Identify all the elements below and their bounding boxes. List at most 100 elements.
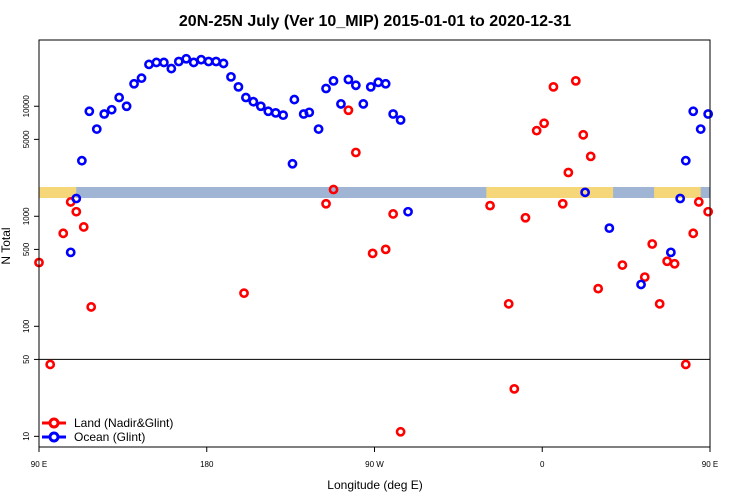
x-tick-label: 90 E (702, 460, 718, 469)
ocean-data-point (675, 193, 686, 204)
ocean-data-point (158, 57, 169, 68)
ocean-data-point (365, 81, 376, 92)
ocean-data-point (395, 115, 406, 125)
ocean-data-point (336, 99, 346, 109)
ocean-data-point (65, 247, 76, 258)
land-data-point (647, 239, 658, 249)
y-tick-label: 50 (22, 354, 31, 363)
legend-entry-ocean: Ocean (Glint) (42, 430, 145, 444)
land-data-point (239, 288, 249, 299)
map-ocean-band (39, 187, 710, 198)
y-tick-label: 10 (22, 431, 31, 440)
legend-entry-land: Land (Nadir&Glint) (42, 416, 173, 430)
land-data-point (350, 147, 361, 158)
ocean-data-point (604, 223, 615, 234)
land-data-point (509, 383, 520, 394)
land-data-point (570, 75, 581, 86)
ocean-data-point (121, 101, 132, 112)
ocean-data-point (321, 83, 331, 94)
x-tick-label: 90 E (31, 460, 47, 469)
ocean-data-point (313, 124, 324, 134)
land-data-point (703, 206, 714, 217)
land-data-point (343, 105, 354, 116)
ocean-data-point (106, 104, 117, 115)
ocean-data-point (226, 71, 236, 82)
land-data-point (563, 167, 574, 178)
land-data-point (86, 302, 97, 312)
land-data-point (654, 298, 665, 309)
land-data-point (78, 222, 89, 232)
land-data-point (321, 198, 331, 209)
land-data-point (395, 426, 406, 437)
land-data-point (503, 298, 514, 309)
land-data-point (578, 129, 589, 140)
ocean-data-point (278, 110, 289, 121)
chart-title: 20N-25N July (Ver 10_MIP) 2015-01-01 to … (179, 13, 571, 30)
ocean-data-point (84, 106, 95, 117)
y-axis-label: N Total (0, 227, 13, 264)
ocean-data-point (665, 247, 676, 258)
ocean-data-point (181, 53, 192, 64)
land-data-point (485, 200, 495, 211)
land-data-point (328, 184, 339, 195)
land-data-point (639, 272, 650, 283)
map-land-patch (39, 187, 77, 198)
land-data-point (669, 258, 680, 269)
ocean-data-point (328, 75, 339, 86)
ocean-data-point (358, 99, 369, 109)
land-data-point (58, 228, 69, 239)
ocean-data-point (580, 187, 591, 198)
land-data-point (539, 118, 550, 129)
land-data-point (688, 228, 699, 239)
land-data-point (548, 81, 559, 92)
land-data-point (520, 212, 531, 223)
x-tick-label: 180 (200, 460, 214, 469)
legend-swatch-marker-land (48, 417, 60, 429)
x-tick-label: 90 W (365, 460, 384, 469)
ocean-data-point (703, 109, 714, 119)
ocean-data-point (76, 155, 87, 166)
ocean-data-point (289, 94, 300, 105)
land-data-point (388, 209, 399, 219)
ocean-data-point (71, 193, 82, 204)
ocean-data-point (695, 124, 706, 134)
land-data-point (617, 260, 628, 270)
land-data-point (593, 283, 604, 294)
map-land-patch (486, 187, 614, 198)
ocean-data-point (129, 78, 139, 89)
map-land-patch (654, 187, 701, 198)
ocean-data-point (403, 206, 413, 217)
plot-frame (38, 39, 711, 448)
legend-swatch-marker-ocean (48, 431, 60, 443)
land-data-point (680, 359, 691, 370)
legend-label-ocean: Ocean (Glint) (74, 430, 145, 444)
land-data-point (367, 248, 378, 259)
ocean-data-point (233, 81, 244, 92)
land-data-point (585, 151, 596, 162)
ocean-data-point (343, 74, 354, 85)
land-data-point (557, 198, 568, 209)
land-data-point (45, 359, 56, 370)
series-ocean (65, 53, 714, 290)
x-axis-ticks: 90 E 180 90 W 0 90 E (31, 447, 718, 469)
ocean-data-point (114, 92, 125, 103)
ocean-data-point (636, 279, 646, 290)
y-axis-ticks: 10 50 100 500 1000 5000 10000 (22, 95, 39, 441)
x-axis-label: Longitude (deg E) (327, 478, 422, 492)
land-data-point (71, 206, 82, 217)
ocean-data-point (680, 155, 691, 166)
land-data-point (380, 244, 391, 255)
y-tick-label: 5000 (22, 130, 31, 148)
ocean-data-point (91, 124, 102, 134)
land-data-point (531, 125, 542, 136)
ocean-data-point (380, 78, 391, 89)
ocean-data-point (688, 106, 699, 117)
y-tick-label: 100 (22, 319, 31, 333)
series-land (34, 75, 714, 437)
y-tick-label: 500 (22, 242, 31, 256)
ocean-data-point (350, 80, 361, 91)
ocean-data-point (248, 96, 259, 107)
y-tick-label: 10000 (22, 95, 31, 118)
legend: Land (Nadir&Glint) Ocean (Glint) (42, 416, 173, 444)
